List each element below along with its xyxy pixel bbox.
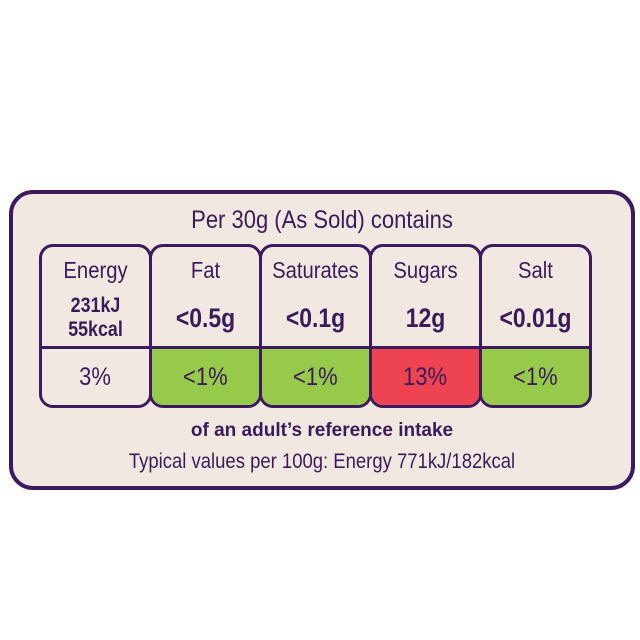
energy-kj: 231kJ: [70, 294, 121, 317]
ri-percent: 3%: [42, 346, 149, 405]
nutrient-name: Saturates: [272, 257, 359, 283]
label-title: Per 30g (As Sold) contains: [191, 206, 453, 234]
ri-percent: 13%: [372, 346, 479, 405]
nutrient-value: 231kJ 55kcal: [50, 289, 141, 347]
nutrient-cells: Energy 231kJ 55kcal 3% Fat <0.5g <1% Satu…: [39, 244, 592, 408]
ri-percent: <1%: [482, 346, 589, 405]
nutrient-cell-saturates: Saturates <0.1g <1%: [259, 244, 372, 408]
nutrient-value: <0.1g: [285, 303, 346, 333]
nutrient-cell-sugars: Sugars 12g 13%: [369, 244, 482, 408]
nutrition-label: Per 30g (As Sold) contains Energy 231kJ 5…: [9, 190, 635, 490]
nutrient-value: 12g: [405, 303, 446, 333]
ri-text: <1%: [183, 362, 228, 391]
reference-intake-note: of an adult’s reference intake: [190, 420, 454, 441]
nutrient-value: <0.5g: [175, 303, 236, 333]
nutrient-cell-salt: Salt <0.01g <1%: [479, 244, 592, 408]
ri-text: <1%: [513, 362, 558, 391]
ri-percent: <1%: [262, 346, 369, 405]
nutrient-name: Salt: [518, 257, 553, 283]
nutrient-name: Energy: [63, 257, 128, 283]
nutrient-cell-energy: Energy 231kJ 55kcal 3%: [39, 244, 152, 408]
nutrient-value: <0.01g: [499, 303, 572, 333]
ri-percent: <1%: [152, 346, 259, 405]
nutrient-name: Sugars: [393, 257, 458, 283]
ri-text: <1%: [293, 362, 338, 391]
nutrient-cell-fat: Fat <0.5g <1%: [149, 244, 262, 408]
typical-values: Typical values per 100g: Energy 771kJ/18…: [128, 450, 516, 473]
energy-kcal: 55kcal: [68, 318, 123, 341]
nutrient-name: Fat: [190, 257, 221, 283]
ri-text: 3%: [79, 362, 112, 391]
ri-text: 13%: [403, 362, 448, 391]
